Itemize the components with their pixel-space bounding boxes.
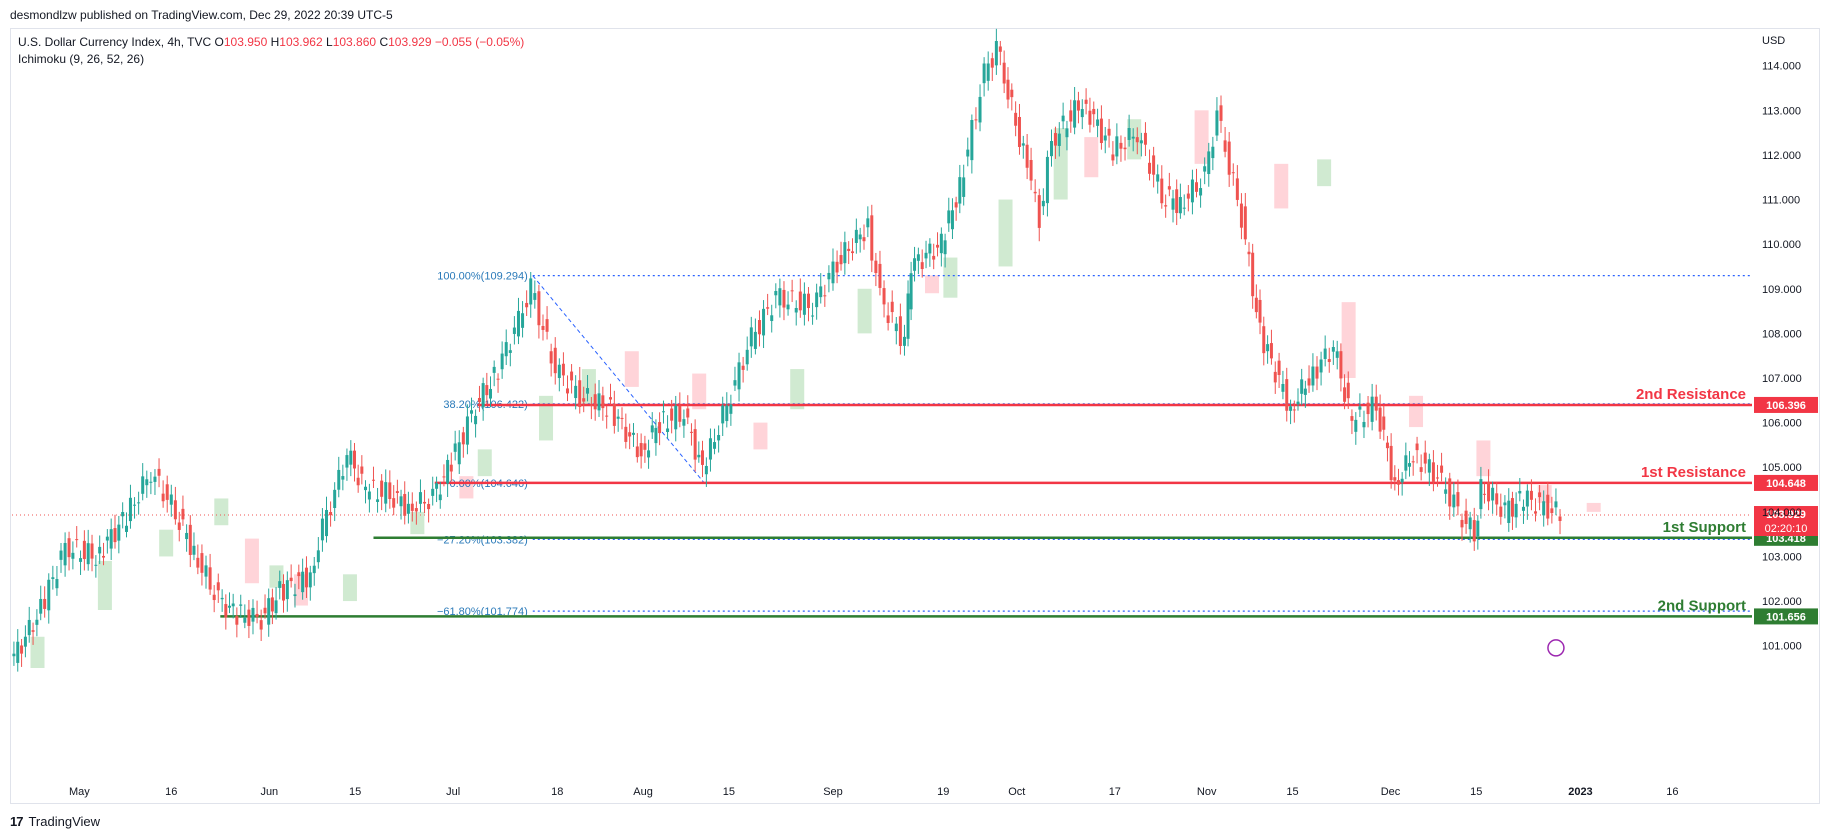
indicator-label: Ichimoku (9, 26, 52, 26) [18,52,145,66]
chart-legend: U.S. Dollar Currency Index, 4h, TVC O103… [18,34,524,68]
open-label: O [214,35,224,49]
close-value: 103.929 [388,35,432,49]
high-value: 103.962 [279,35,323,49]
change-value: −0.055 (−0.05%) [434,35,525,49]
close-label: C [379,35,389,49]
symbol-label: U.S. Dollar Currency Index, 4h, TVC [18,35,212,49]
low-label: L [326,35,333,49]
tradingview-logo-icon: 17 [10,814,24,829]
open-value: 103.950 [223,35,268,49]
footer: 17 TradingView [10,814,100,829]
low-value: 103.860 [332,35,377,49]
high-label: H [270,35,280,49]
brand-label: TradingView [28,814,101,829]
ohlc-row: U.S. Dollar Currency Index, 4h, TVC O103… [18,34,524,51]
publish-info: desmondlzw published on TradingView.com,… [10,8,393,22]
chart-area[interactable] [10,28,1820,804]
